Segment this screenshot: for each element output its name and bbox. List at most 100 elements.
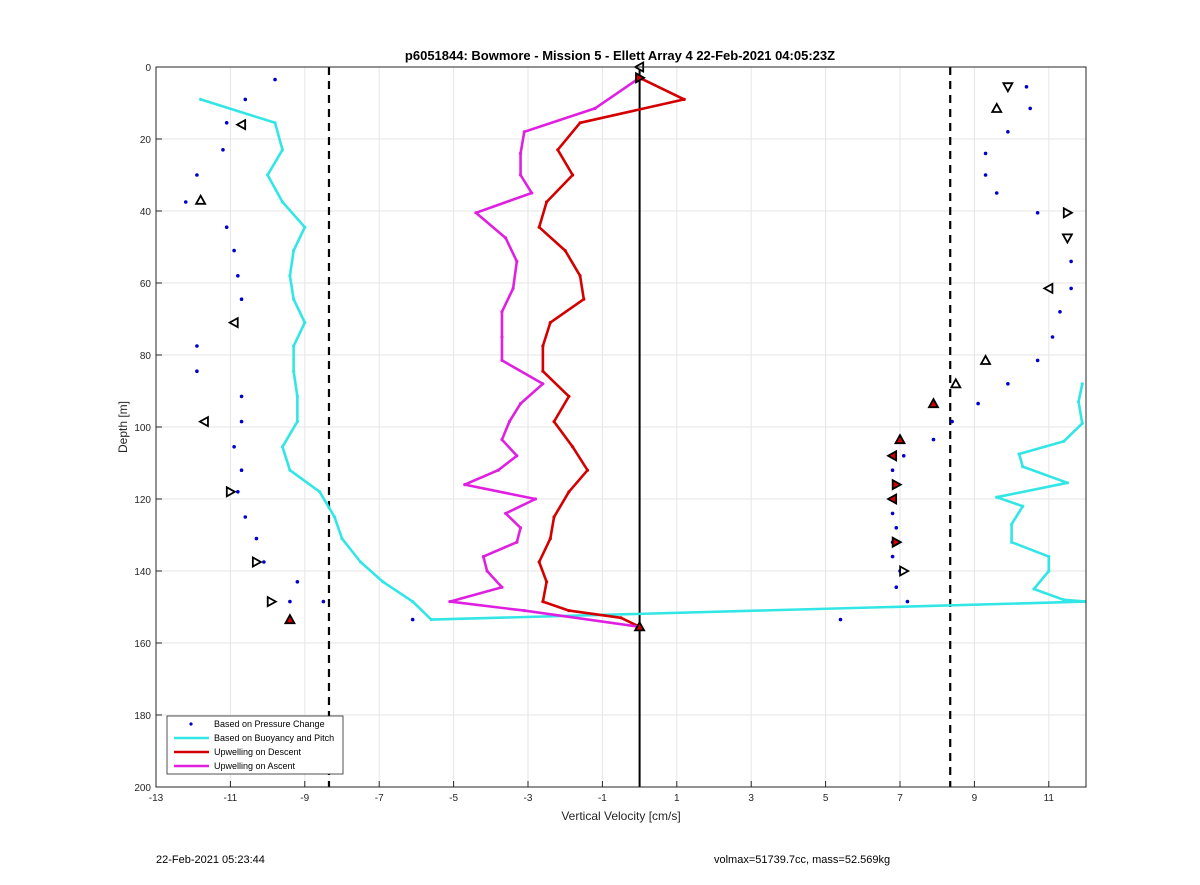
x-tick-label: -11 [224,793,238,804]
series-point-pressure [232,248,236,253]
footer-timestamp: 22-Feb-2021 05:23:44 [156,854,265,866]
series-point-ascent [593,106,597,110]
series-point-pressure [239,419,244,424]
legend-entry-pressure: Based on Pressure Change [189,719,325,729]
series-point-descent [541,600,545,604]
series-point-pressure [983,151,988,156]
series-point-ascent [518,526,523,530]
series-point-ascent [500,310,504,314]
series-point-buoyancy [303,225,307,229]
series-point-ascent [533,497,538,501]
series-point-pressure [1028,106,1032,111]
legend-label-pressure: Based on Pressure Change [214,719,325,729]
series-point-pressure [288,599,292,604]
series-point-pressure [976,401,980,406]
hollow-direction-marker [1001,82,1014,94]
series-point-pressure [994,191,999,195]
series-point-descent [567,609,571,613]
series-point-pressure [1006,382,1010,386]
series-point-descent [545,200,549,204]
series-point-descent [552,420,556,424]
series-point-buoyancy [1047,555,1051,559]
series-point-pressure [195,344,199,348]
series-point-buoyancy [359,560,363,564]
legend-box [166,715,344,775]
series-point-pressure [236,274,240,278]
series-point-descent [567,490,571,494]
y-tick-label: 140 [134,567,151,578]
series-point-ascent [500,358,504,362]
hollow-direction-marker [949,377,962,389]
series-point-pressure [195,369,199,374]
series-point-pressure [239,468,244,473]
x-tick-label: 1 [674,793,680,804]
series-point-buoyancy [318,490,322,494]
series-point-buoyancy [288,274,292,278]
chart-title: p6051844: Bowmore - Mission 5 - Ellett A… [405,48,835,63]
series-point-descent [619,616,623,620]
series-point-buoyancy [292,297,296,301]
x-tick-label: 5 [823,793,829,804]
series-point-pressure [321,599,326,604]
filled-direction-marker [635,71,646,84]
series-point-pressure [1058,310,1062,314]
series-point-pressure [1069,259,1073,264]
series-point-buoyancy [1032,587,1036,591]
series-point-pressure [239,297,244,302]
series-point-ascent [481,555,485,559]
hollow-direction-marker [227,316,239,329]
series-point-descent [552,515,556,519]
hollow-direction-marker [979,354,992,365]
series-point-ascent [496,468,500,472]
series-point-ascent [448,600,452,604]
series-point-pressure [273,77,277,82]
series-point-pressure [262,560,266,564]
filled-direction-marker [891,478,903,491]
series-point-buoyancy [295,420,299,424]
series-point-buoyancy [1076,400,1081,404]
series-point-descent [541,344,545,348]
series-point-pressure [410,617,415,622]
series-point-buoyancy [266,173,270,177]
series-point-descent [571,445,575,449]
series-point-pressure [195,173,199,177]
x-axis-label: Vertical Velocity [cm/s] [561,809,680,823]
series-point-buoyancy [1017,452,1021,456]
x-tick-label: 9 [972,793,978,804]
series-point-pressure [236,490,240,494]
series-point-buoyancy [1062,598,1066,602]
hollow-direction-marker [225,485,237,498]
y-tick-label: 0 [145,63,151,74]
legend-entry-descent: Upwelling on Descent [174,747,302,757]
hollow-direction-marker [990,102,1003,113]
legend-label-descent: Upwelling on Descent [214,747,302,757]
series-point-buoyancy [1021,504,1025,508]
series-point-buoyancy [1080,421,1084,425]
series-point-ascent [500,438,504,442]
x-tick-label: -1 [598,793,607,804]
series-point-pressure [894,585,899,589]
series-point-pressure [224,121,229,125]
hollow-direction-marker [1062,206,1074,219]
y-tick-label: 200 [134,783,151,794]
y-tick-label: 80 [140,351,152,362]
series-point-pressure [1069,286,1073,291]
series-point-buoyancy [303,321,307,325]
series-point-pressure [243,515,248,519]
reference-lines [327,67,952,787]
series-point-buoyancy [1080,382,1084,386]
series-point-ascent [504,236,508,240]
series-point-descent [537,225,541,229]
series-point-ascent [518,173,523,177]
legend-label-buoyancy: Based on Buoyancy and Pitch [214,733,334,743]
series-point-ascent [541,382,545,386]
series-point-buoyancy [332,515,337,519]
series-point-pressure [221,148,225,152]
series-point-buoyancy [1010,522,1014,526]
series-point-buoyancy [273,121,277,125]
filled-direction-marker [886,449,898,462]
filled-direction-marker [927,397,940,409]
series-point-descent [556,148,560,152]
series-point-buoyancy [381,580,385,584]
